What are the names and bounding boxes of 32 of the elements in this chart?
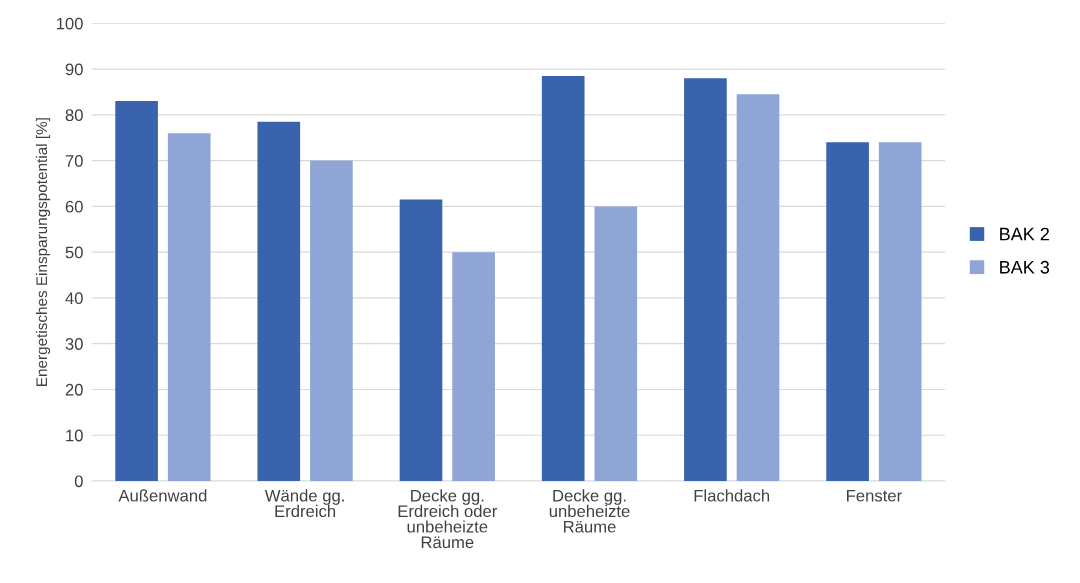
x-tick-label: Decke gg. unbeheizte Räume xyxy=(549,489,630,533)
bar xyxy=(594,206,638,481)
bar xyxy=(826,142,869,481)
bar xyxy=(452,252,495,481)
legend-label: BAK 3 xyxy=(1000,260,1050,274)
y-tick-label: 90 xyxy=(65,63,83,76)
x-tick-label: Wände gg. Erdreich xyxy=(264,489,344,518)
bar xyxy=(399,199,443,481)
bar xyxy=(310,160,353,481)
y-tick-label: 0 xyxy=(74,475,83,488)
bar xyxy=(878,142,922,481)
bar xyxy=(167,133,211,481)
y-axis-title: Energetisches Einsparungspotential [%] xyxy=(35,118,51,386)
y-tick-label: 100 xyxy=(56,17,83,30)
y-tick-label: 30 xyxy=(65,338,83,350)
bar xyxy=(115,101,158,481)
y-tick-label: 40 xyxy=(65,292,83,305)
legend-label: BAK 2 xyxy=(1000,227,1049,241)
x-tick-label: Außenwand xyxy=(118,489,207,502)
bar xyxy=(736,94,780,481)
y-tick-label: 10 xyxy=(66,429,83,442)
bar xyxy=(684,78,727,481)
x-tick-label: Decke gg. Erdreich oder unbeheizte Räume xyxy=(398,489,498,549)
bar xyxy=(257,121,301,481)
y-tick-label: 50 xyxy=(65,246,83,259)
y-tick-label: 70 xyxy=(65,155,83,167)
y-tick-label: 80 xyxy=(65,109,83,122)
y-tick-label: 60 xyxy=(65,200,83,213)
x-tick-label: Flachdach xyxy=(694,489,770,502)
bar xyxy=(541,75,585,481)
x-tick-label: Fenster xyxy=(847,489,902,502)
y-tick-label: 20 xyxy=(65,383,83,396)
